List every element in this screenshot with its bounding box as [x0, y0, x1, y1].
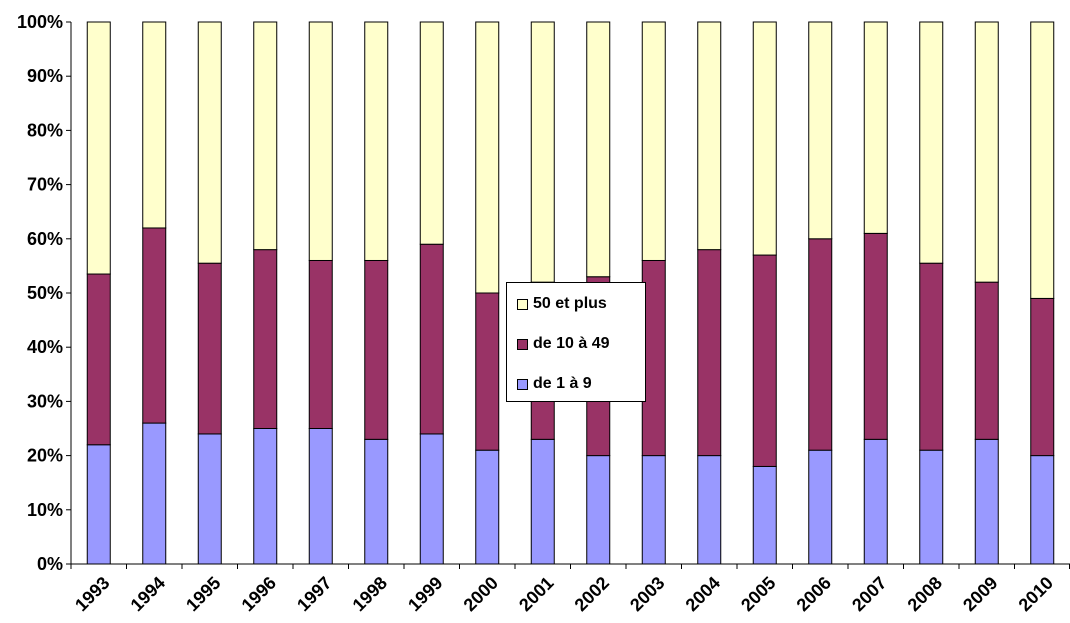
bar-1999-series-2	[419, 21, 444, 245]
bar-2001-series-0	[530, 438, 555, 565]
y-tick-label: 100%	[17, 12, 63, 32]
bar-2007-series-0	[863, 438, 888, 565]
bar-1994-series-2	[142, 21, 167, 229]
y-tick-label: 10%	[27, 500, 63, 520]
bar-2000-series-1	[475, 292, 500, 451]
x-tick-label: 2001	[515, 573, 557, 615]
bar-1998-series-2	[364, 21, 389, 261]
bar-1993-series-2	[86, 21, 111, 275]
bar-1997-series-1	[308, 259, 333, 430]
x-axis: 1993 1994 1995 1996 1997 1998 1999 2000 2001 2002…	[70, 563, 1070, 615]
bar-2006-series-1	[808, 238, 833, 451]
bar-2002-series-0	[586, 455, 611, 565]
bar-1996-series-1	[253, 249, 278, 429]
bar-2010-series-2	[1030, 21, 1055, 299]
x-tick-label: 2007	[848, 573, 890, 615]
bar-2008-series-0	[919, 449, 944, 565]
bar-2003-series-2	[641, 21, 666, 261]
bar-2005-series-2	[752, 21, 777, 256]
legend: 50 et plus de 10 à 49 de 1 à 9	[506, 282, 646, 402]
bar-1996-series-2	[253, 21, 278, 251]
x-tick-label: 2005	[737, 573, 779, 615]
x-tick-label: 2008	[904, 573, 946, 615]
bar-2001-series-2	[530, 21, 555, 283]
bar-1998-series-0	[364, 438, 389, 565]
bar-1999-series-0	[419, 433, 444, 565]
legend-swatch-de-10-a-49	[517, 338, 528, 350]
bar-2000-series-0	[475, 449, 500, 565]
y-tick-label: 40%	[27, 337, 63, 357]
bar-2004-series-0	[697, 455, 722, 565]
x-tick-label: 1994	[127, 573, 169, 615]
bar-1997-series-0	[308, 428, 333, 565]
x-tick-label: 1996	[238, 573, 280, 615]
legend-item-de-1-a-9: de 1 à 9	[517, 375, 592, 393]
bar-1996-series-0	[253, 428, 278, 565]
x-tick-label: 2006	[793, 573, 835, 615]
bar-1995-series-0	[197, 433, 222, 565]
bar-2010-series-1	[1030, 297, 1055, 457]
bar-2007-series-1	[863, 232, 888, 440]
y-tick-label: 70%	[27, 175, 63, 195]
bar-2006-series-0	[808, 449, 833, 565]
x-tick-label: 2010	[1015, 573, 1057, 615]
bar-2009-series-0	[974, 438, 999, 565]
x-tick-label: 2009	[959, 573, 1001, 615]
y-tick-label: 90%	[27, 66, 63, 86]
bar-1993-series-0	[86, 444, 111, 565]
bar-1994-series-0	[142, 422, 167, 565]
x-tick-label: 1999	[404, 573, 446, 615]
bar-1994-series-1	[142, 227, 167, 424]
bar-2008-series-1	[919, 262, 944, 451]
bar-2004-series-1	[697, 249, 722, 457]
bar-2008-series-2	[919, 21, 944, 264]
x-tick-label: 1998	[349, 573, 391, 615]
legend-item-de-10-a-49: de 10 à 49	[517, 335, 610, 353]
bar-2009-series-1	[974, 281, 999, 440]
y-tick-label: 60%	[27, 229, 63, 249]
y-tick-label: 50%	[27, 283, 63, 303]
y-axis: 0% 10% 20% 30% 40% 50% 60% 70% 80% 90% 100%	[17, 12, 72, 574]
bar-2007-series-2	[863, 21, 888, 234]
bar-2002-series-2	[586, 21, 611, 278]
legend-label-50-et-plus: 50 et plus	[533, 295, 607, 312]
bar-2003-series-0	[641, 455, 666, 565]
x-tick-label: 1997	[293, 573, 335, 615]
x-tick-label: 2002	[571, 573, 613, 615]
bar-1998-series-1	[364, 259, 389, 440]
bar-2005-series-0	[752, 465, 777, 565]
y-tick-label: 20%	[27, 446, 63, 466]
legend-swatch-50-et-plus	[517, 298, 528, 310]
bar-2004-series-2	[697, 21, 722, 251]
bar-1995-series-2	[197, 21, 222, 264]
bar-1999-series-1	[419, 243, 444, 435]
y-tick-label: 30%	[27, 391, 63, 411]
x-tick-label: 2003	[626, 573, 668, 615]
bar-1993-series-1	[86, 273, 111, 446]
x-tick-label: 1993	[71, 573, 113, 615]
bar-1997-series-2	[308, 21, 333, 261]
legend-label-de-1-a-9: de 1 à 9	[533, 375, 592, 392]
y-tick-label: 80%	[27, 120, 63, 140]
y-tick-label: 0%	[37, 554, 63, 574]
x-tick-label: 2004	[682, 573, 724, 615]
bar-2006-series-2	[808, 21, 833, 240]
legend-swatch-de-1-a-9	[517, 378, 528, 390]
bar-2005-series-1	[752, 254, 777, 467]
bar-1995-series-1	[197, 262, 222, 435]
x-tick-label: 2000	[460, 573, 502, 615]
bar-2000-series-2	[475, 21, 500, 294]
legend-label-de-10-a-49: de 10 à 49	[533, 335, 610, 352]
legend-item-50-et-plus: 50 et plus	[517, 295, 607, 313]
bar-2010-series-0	[1030, 455, 1055, 565]
bar-2009-series-2	[974, 21, 999, 283]
x-tick-label: 1995	[182, 573, 224, 615]
